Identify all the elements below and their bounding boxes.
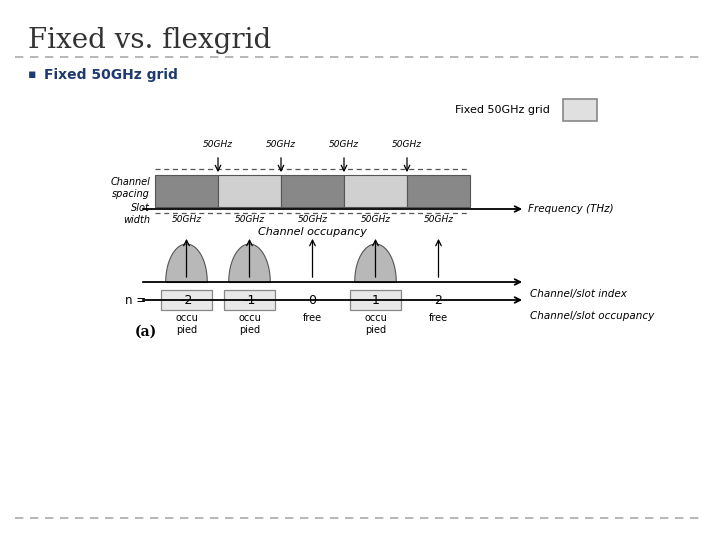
Text: occu
pied: occu pied [238,313,261,335]
Bar [563,99,597,121]
Text: Frequency (THz): Frequency (THz) [528,204,613,214]
Polygon shape [229,244,270,282]
Text: n =: n = [125,294,146,307]
Text: 50GHz: 50GHz [203,140,233,149]
Text: Slot
width: Slot width [123,203,150,225]
Text: Fixed 50GHz grid: Fixed 50GHz grid [455,105,550,115]
Bar [281,175,344,207]
Text: occu
pied: occu pied [364,313,387,335]
Text: 2: 2 [435,294,442,307]
Text: -2: -2 [180,294,193,307]
Text: 50GHz: 50GHz [297,215,328,224]
Bar [351,290,401,310]
Text: Channel/slot index: Channel/slot index [530,289,627,299]
Text: Fixed 50GHz grid: Fixed 50GHz grid [44,68,178,82]
Text: 50GHz: 50GHz [235,215,264,224]
Bar [161,290,212,310]
Text: 50GHz: 50GHz [423,215,454,224]
Text: 1: 1 [372,294,379,307]
Bar [155,175,218,207]
Text: ▪: ▪ [28,68,37,81]
Text: Channel/slot occupancy: Channel/slot occupancy [530,311,654,321]
Text: 50GHz: 50GHz [329,140,359,149]
Text: free: free [429,313,448,323]
Bar [218,175,281,207]
Text: Channel
spacing: Channel spacing [110,177,150,199]
Text: occu
pied: occu pied [175,313,198,335]
Text: 0: 0 [308,294,317,307]
Text: Channel occupancy: Channel occupancy [258,227,367,237]
Text: 50GHz: 50GHz [171,215,202,224]
Polygon shape [166,244,207,282]
Text: free: free [303,313,322,323]
Bar [225,290,275,310]
Text: Fixed vs. flexgrid: Fixed vs. flexgrid [28,27,271,54]
Polygon shape [355,244,396,282]
Bar [344,175,407,207]
Text: 50GHz: 50GHz [392,140,422,149]
Text: (a): (a) [135,325,157,339]
Text: 50GHz: 50GHz [361,215,390,224]
Text: -1: -1 [243,294,256,307]
Bar [407,175,470,207]
Text: 50GHz: 50GHz [266,140,296,149]
